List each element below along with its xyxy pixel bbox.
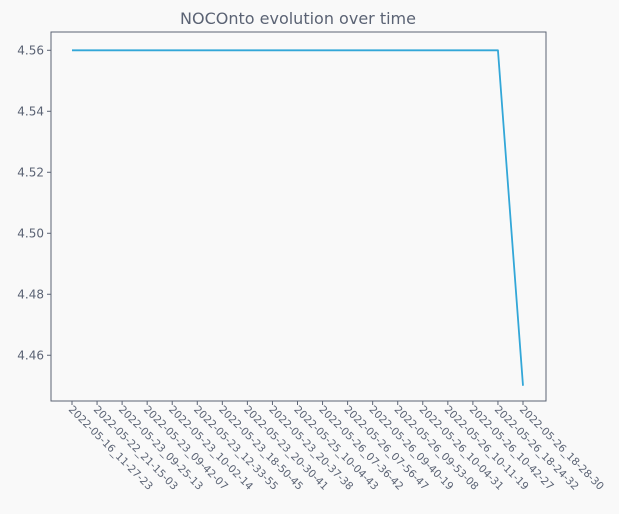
x-axis: 2022-05-16_11-27-232022-05-22_21-15-0320… — [66, 401, 606, 493]
series-layer — [72, 49, 524, 386]
chart-title: NOCOnto evolution over time — [180, 9, 416, 28]
y-tick-label: 4.50 — [17, 226, 44, 240]
y-axis: 4.46 4.48 4.50 4.52 4.54 4.56 — [17, 43, 51, 362]
y-tick-label: 4.52 — [17, 165, 44, 179]
y-tick-label: 4.48 — [17, 287, 44, 301]
y-tick-label: 4.54 — [17, 104, 44, 118]
plot-area — [50, 31, 547, 402]
y-tick-label: 4.56 — [17, 43, 44, 57]
series-line — [72, 49, 524, 386]
y-tick-label: 4.46 — [17, 348, 44, 362]
